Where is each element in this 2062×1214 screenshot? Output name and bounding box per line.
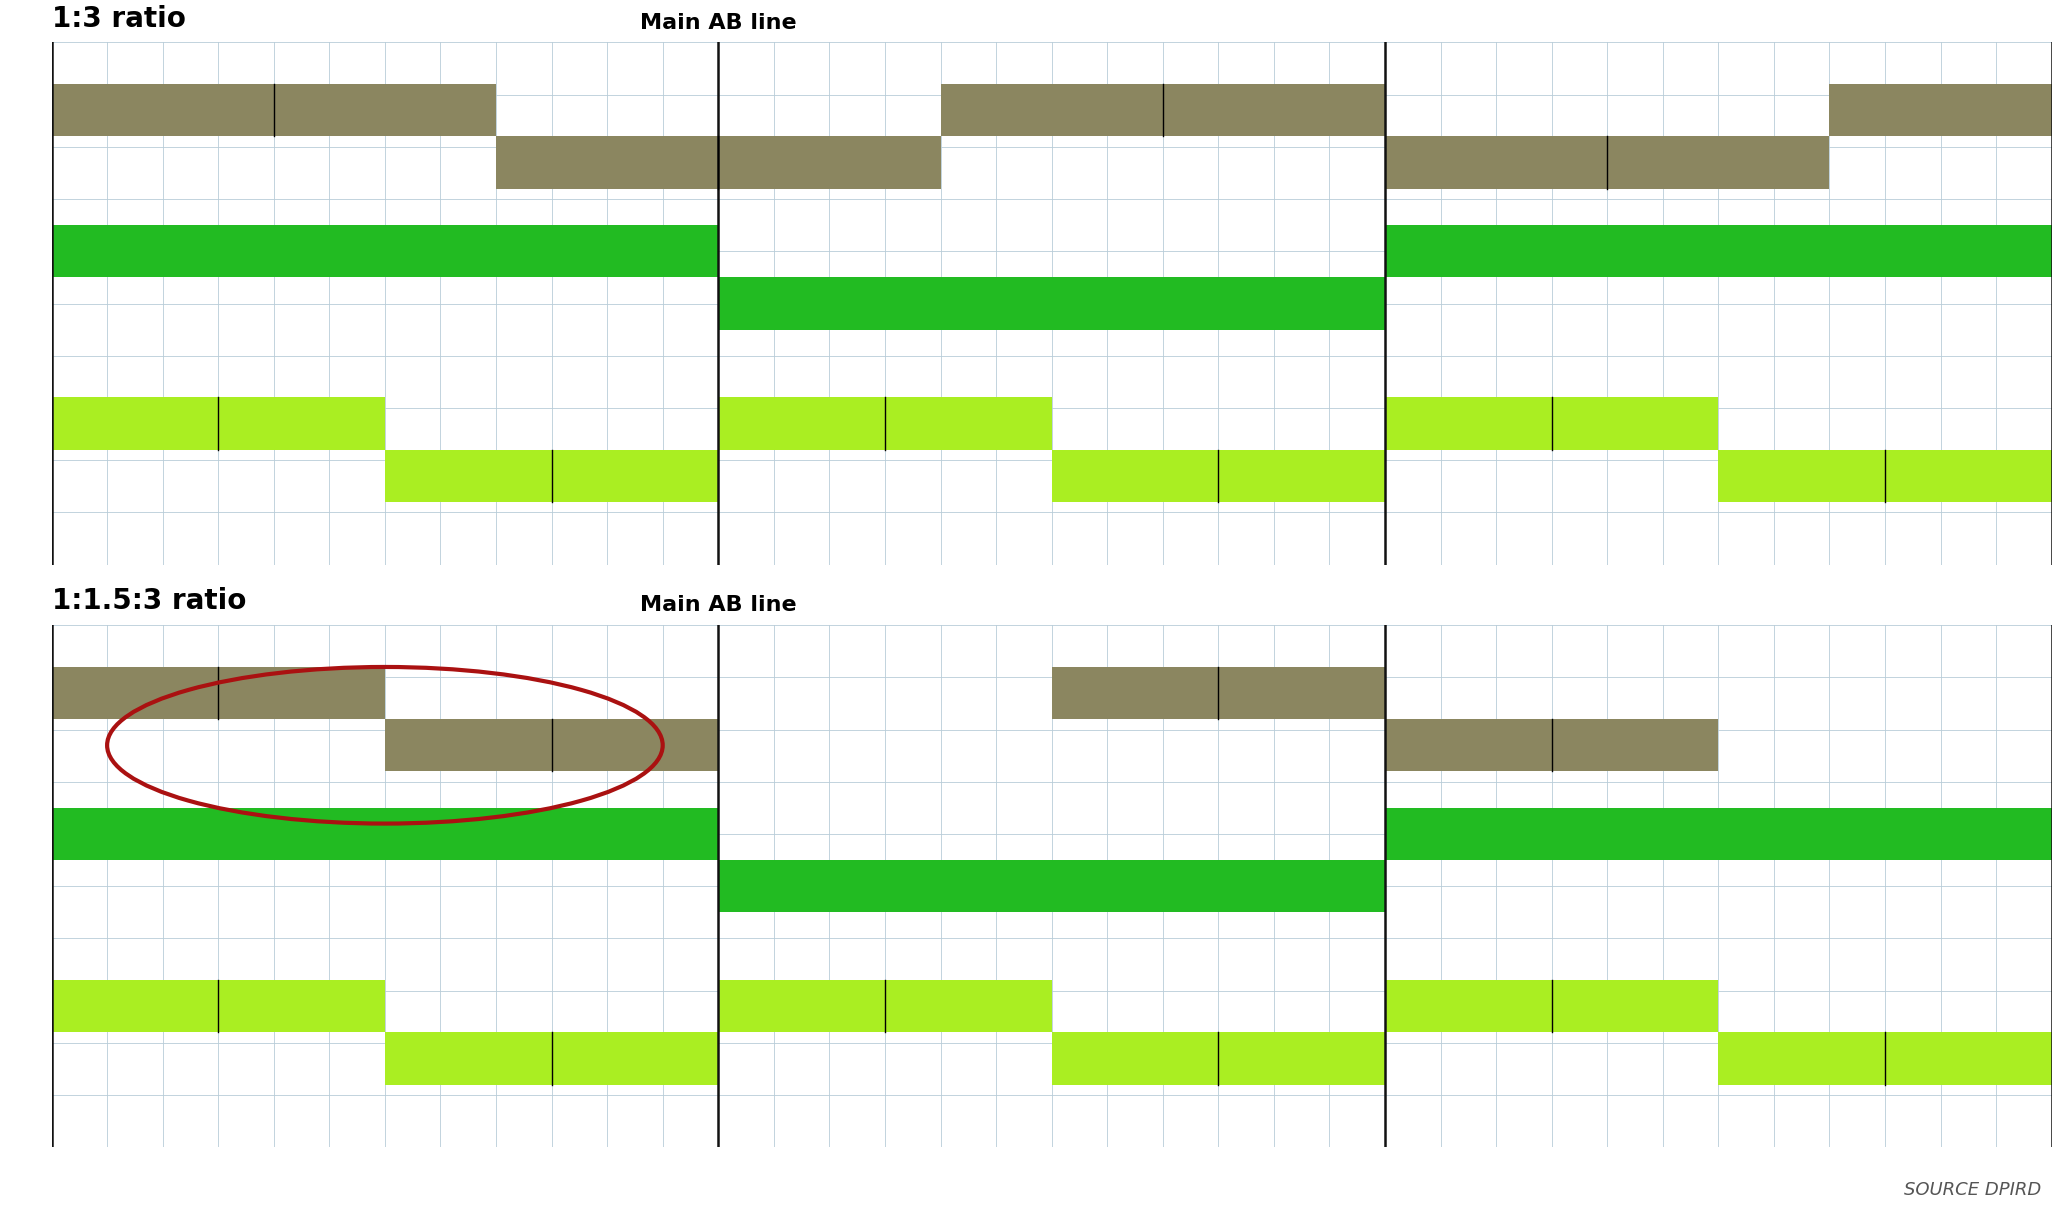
Bar bbox=[1052, 1032, 1386, 1084]
Bar bbox=[718, 397, 1052, 449]
Bar bbox=[52, 84, 497, 136]
Bar bbox=[52, 809, 718, 860]
Bar bbox=[940, 84, 1386, 136]
Bar bbox=[718, 278, 1386, 329]
Bar bbox=[718, 860, 1386, 913]
Bar bbox=[718, 980, 1052, 1032]
Bar bbox=[52, 397, 386, 449]
Bar bbox=[1386, 136, 1829, 188]
Bar bbox=[52, 666, 386, 719]
Bar bbox=[1718, 1032, 2052, 1084]
Bar bbox=[1052, 449, 1386, 501]
Text: Main AB line: Main AB line bbox=[639, 13, 796, 33]
Bar bbox=[386, 449, 718, 501]
Text: SOURCE DPIRD: SOURCE DPIRD bbox=[1903, 1181, 2041, 1199]
Bar bbox=[497, 136, 940, 188]
Bar bbox=[1829, 84, 2052, 136]
Bar bbox=[1052, 666, 1386, 719]
Bar bbox=[1718, 449, 2052, 501]
Bar bbox=[1386, 397, 1718, 449]
Bar bbox=[1386, 226, 2052, 278]
Bar bbox=[52, 980, 386, 1032]
Bar bbox=[386, 719, 718, 771]
Bar bbox=[1386, 719, 1718, 771]
Text: 1:3 ratio: 1:3 ratio bbox=[52, 5, 186, 33]
Bar bbox=[386, 1032, 718, 1084]
Bar bbox=[1386, 809, 2052, 860]
Text: Main AB line: Main AB line bbox=[639, 596, 796, 615]
Bar bbox=[52, 226, 718, 278]
Bar bbox=[1386, 980, 1718, 1032]
Text: 1:1.5:3 ratio: 1:1.5:3 ratio bbox=[52, 588, 245, 615]
